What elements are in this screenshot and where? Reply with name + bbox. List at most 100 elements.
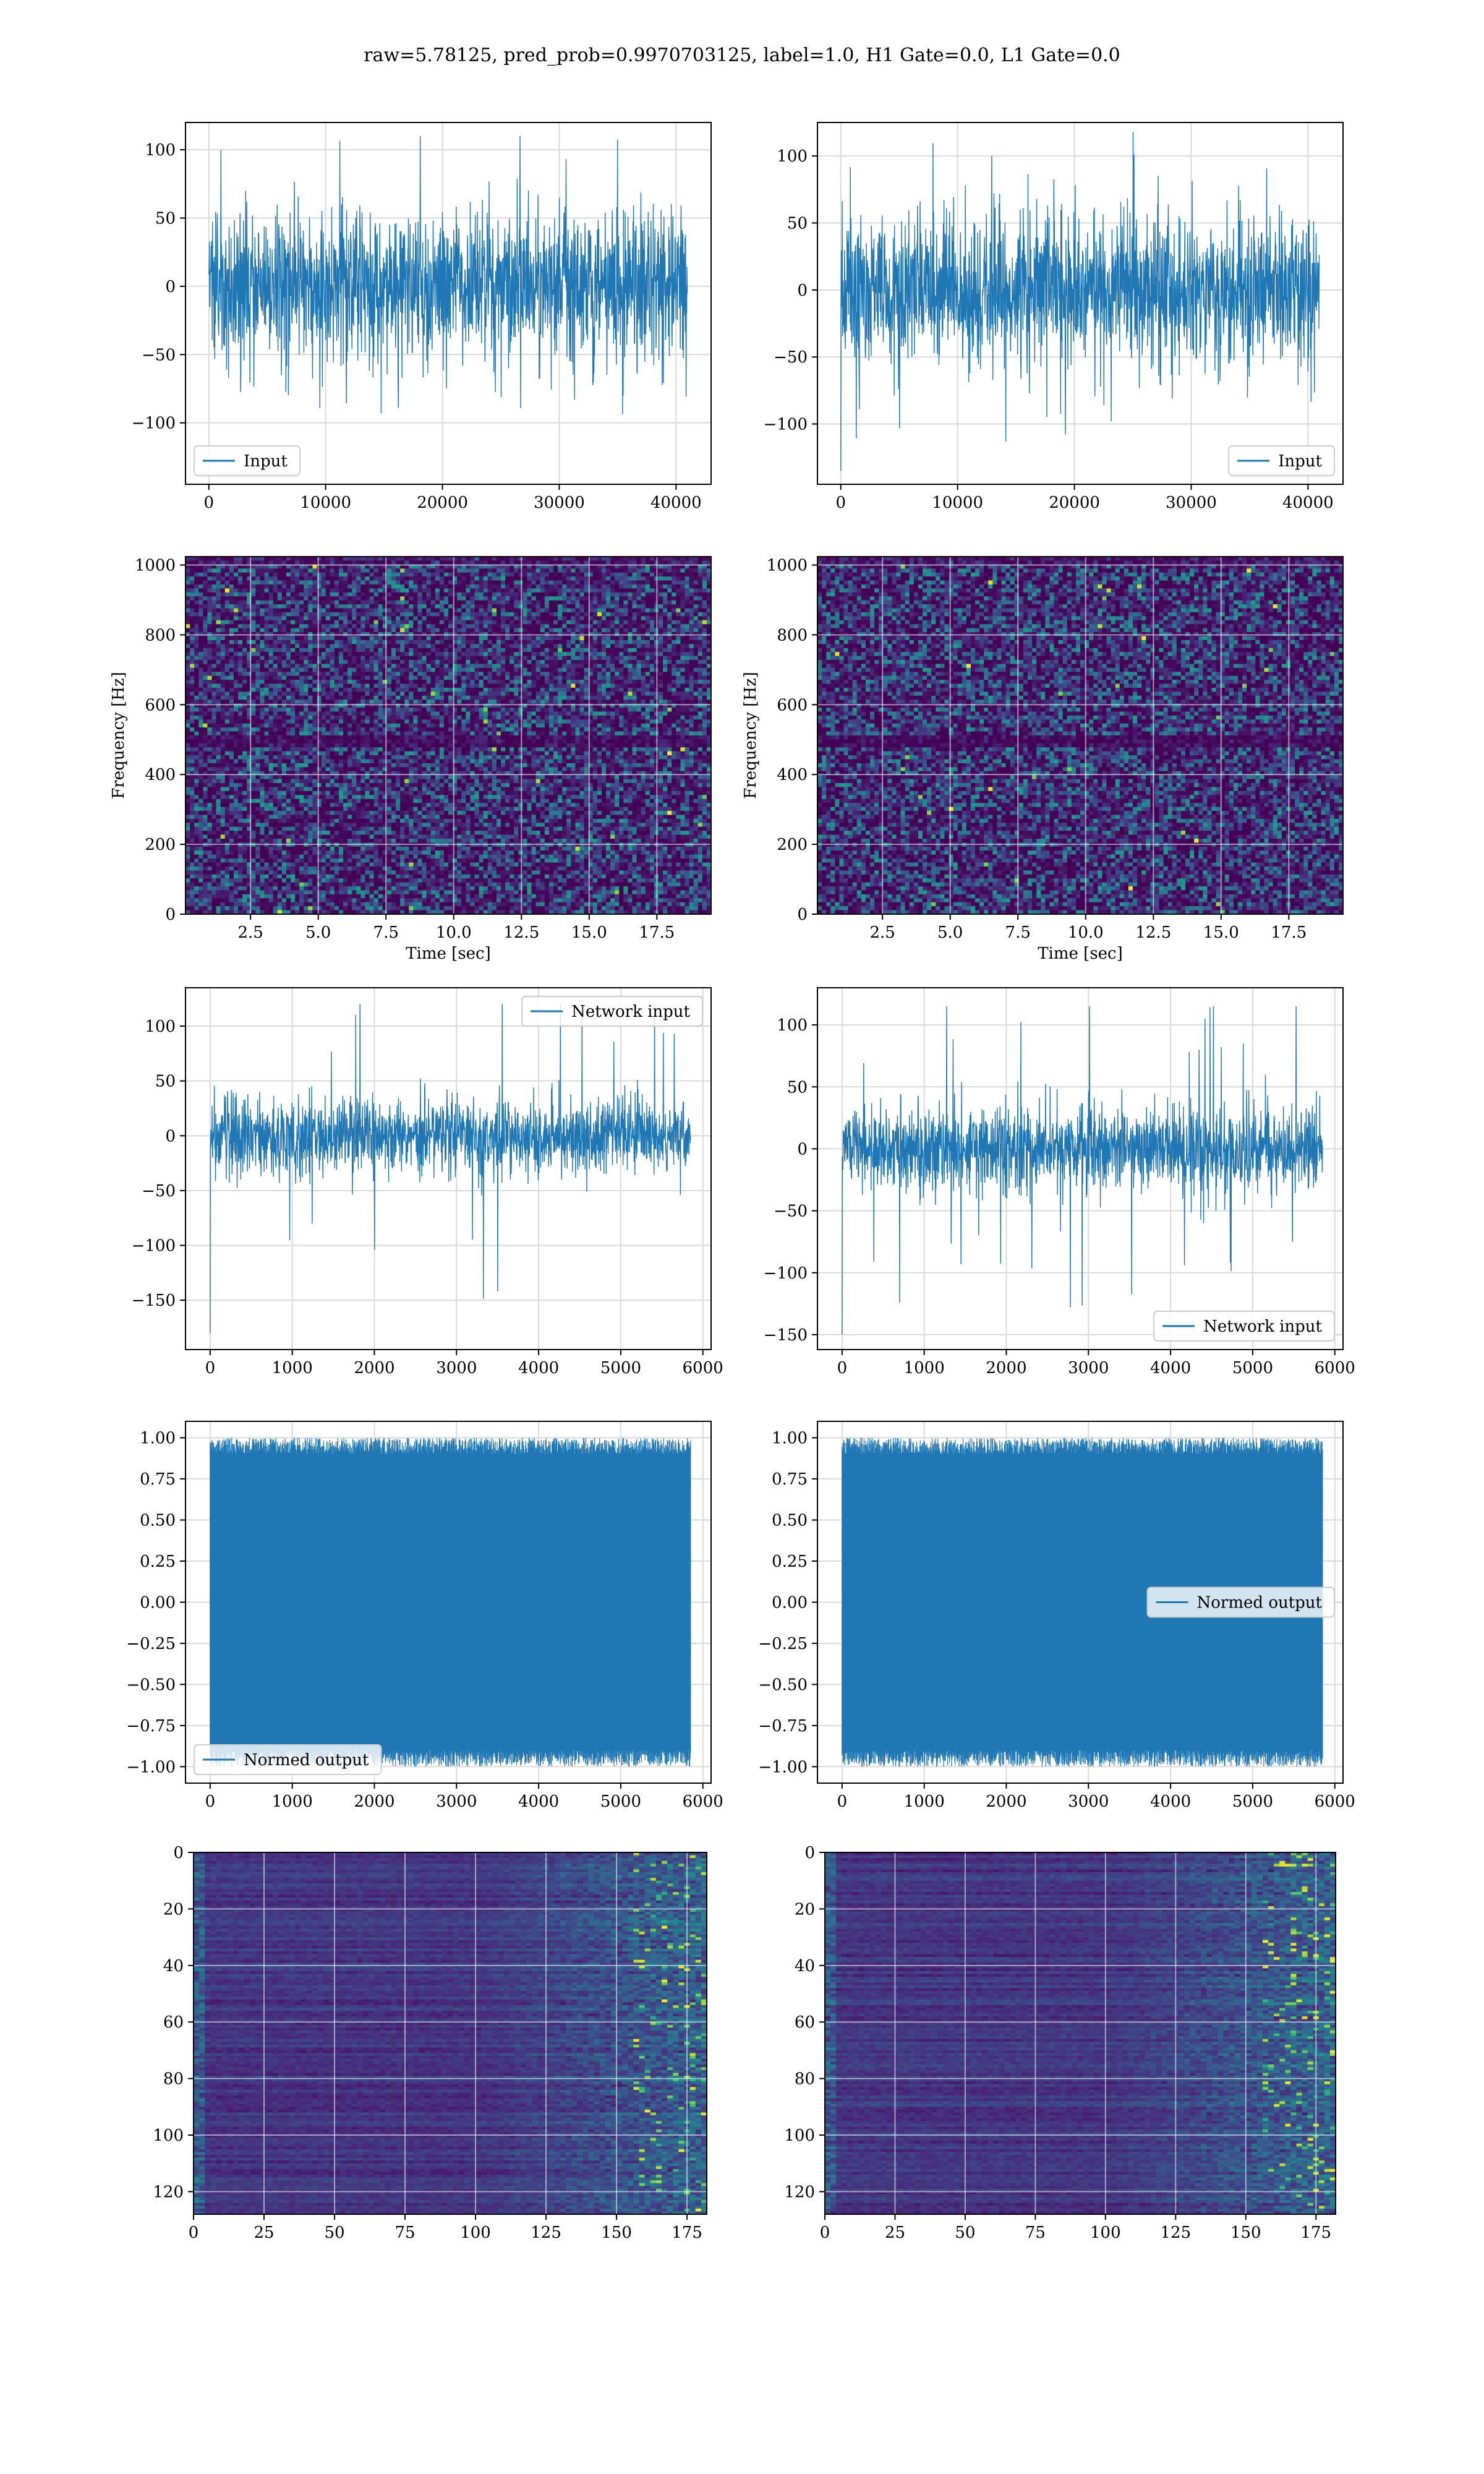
legend-box [194, 445, 301, 476]
y-tick-label: 0 [165, 278, 176, 296]
legend: Network input [1153, 1311, 1335, 1342]
x-tick-label: 17.5 [1271, 923, 1307, 942]
legend-box [1228, 445, 1335, 476]
plot-area [817, 1421, 1343, 1783]
x-tick-label: 3000 [436, 1792, 477, 1811]
series-line [208, 136, 688, 414]
y-tick-label: 0 [165, 1127, 176, 1145]
spectrogram-cells [817, 557, 1343, 914]
panel-h1-normed-output: 0 1000 2000 3000 4000 5000 6000 −1.00 −0.75 −0.50… [126, 1421, 723, 1811]
y-tick-label: 120 [153, 2183, 184, 2201]
legend: Input [194, 445, 301, 476]
y-tick-label: −100 [764, 1264, 808, 1283]
x-tick-label: 150 [601, 2224, 632, 2242]
panel-l1-normed-output: 0 1000 2000 3000 4000 5000 6000 −1.00 −0.75 −0.50… [758, 1421, 1355, 1811]
x-tick-label: 2000 [354, 1359, 394, 1377]
y-tick-label: 20 [163, 1900, 184, 1919]
y-tick-label: 1000 [767, 557, 808, 575]
x-tick-label: 100 [1090, 2224, 1121, 2242]
x-tick-label: 10000 [300, 494, 351, 512]
panel-h1-spectrogram: 2.5 5.0 7.5 10.0 12.5 15.0 17.5 0 200 400 600 800 10… [109, 556, 712, 963]
panel-l1-feature-map: 0 25 50 75 100 125 150 175 0 20 40 60 80 100 120 [784, 1844, 1336, 2242]
y-tick-label: −1.00 [758, 1758, 808, 1776]
axes-frame [185, 122, 712, 485]
x-tick-label: 175 [672, 2224, 702, 2242]
y-tick-label: 1.00 [140, 1429, 176, 1448]
x-tick-label: 0 [189, 2224, 199, 2242]
y-tick-label: −0.25 [126, 1635, 176, 1653]
x-tick-label: 0 [204, 494, 215, 512]
legend-box [1153, 1311, 1335, 1342]
y-tick-label: 200 [145, 836, 176, 854]
y-tick-label: 50 [155, 1072, 176, 1091]
axes-frame [185, 556, 712, 915]
plot-area [817, 122, 1343, 484]
y-tick-label: 40 [163, 1957, 184, 1975]
x-tick-label: 12.5 [1135, 923, 1171, 942]
y-tick-label: 0.50 [140, 1512, 176, 1530]
y-tick-label: 120 [784, 2183, 815, 2201]
y-tick-label: 0.00 [140, 1594, 176, 1612]
x-tick-label: 25 [254, 2224, 274, 2242]
axes-frame [185, 987, 712, 1350]
x-tick-label: 3000 [1068, 1792, 1109, 1811]
x-tick-label: 5000 [1232, 1792, 1273, 1811]
y-tick-label: 800 [145, 626, 176, 644]
x-tick-label: 17.5 [639, 923, 675, 942]
y-tick-label: 0 [797, 905, 808, 924]
x-tick-label: 40000 [1282, 494, 1334, 512]
legend-label: Normed output [1197, 1594, 1323, 1612]
x-tick-label: 75 [1025, 2224, 1046, 2242]
x-tick-label: 4000 [518, 1792, 559, 1811]
y-tick-label: 20 [795, 1900, 815, 1919]
y-tick-label: 0.25 [140, 1552, 176, 1571]
y-tick-label: −0.50 [758, 1676, 808, 1694]
plot-area [825, 1852, 1336, 2214]
y-tick-label: 100 [145, 141, 176, 160]
x-tick-label: 40000 [650, 494, 702, 512]
y-tick-label: −100 [132, 1237, 176, 1256]
x-tick-label: 0 [837, 1359, 848, 1377]
x-tick-label: 30000 [534, 494, 585, 512]
x-tick-label: 6000 [683, 1792, 723, 1811]
x-tick-label: 30000 [1166, 494, 1217, 512]
x-tick-label: 3000 [436, 1359, 477, 1377]
x-axis-label: Time [sec] [1038, 944, 1123, 963]
y-tick-label: −0.75 [126, 1717, 176, 1736]
plot-area [194, 1852, 707, 2214]
x-tick-label: 5.0 [937, 923, 963, 942]
series-line [840, 132, 1320, 471]
y-tick-label: 1000 [135, 557, 176, 575]
y-tick-label: 800 [777, 626, 808, 644]
legend-label: Normed output [244, 1751, 369, 1770]
x-tick-label: 6000 [1315, 1359, 1355, 1377]
y-axis-label: Frequency [Hz] [109, 672, 128, 799]
y-tick-label: −50 [142, 346, 176, 364]
y-tick-label: −100 [132, 414, 176, 433]
x-tick-label: 20000 [417, 494, 468, 512]
x-tick-label: 6000 [683, 1359, 723, 1377]
y-tick-label: 0 [797, 1140, 808, 1158]
y-tick-label: −0.75 [758, 1717, 808, 1736]
y-tick-label: 0 [165, 905, 176, 924]
y-tick-label: 40 [795, 1957, 815, 1975]
legend-label: Input [1278, 452, 1322, 471]
y-tick-label: −50 [142, 1182, 176, 1201]
panel-l1-input: 0 10000 20000 30000 40000 −100 −50 0 50 100 Input [764, 122, 1344, 512]
legend-box [1146, 1586, 1335, 1618]
y-tick-label: 100 [777, 1016, 808, 1035]
x-tick-label: 1000 [272, 1359, 313, 1377]
y-tick-label: 600 [777, 696, 808, 714]
y-tick-label: 400 [145, 766, 176, 784]
y-tick-label: 50 [787, 215, 808, 233]
x-axis-label: Time [sec] [406, 944, 491, 963]
legend: Input [1228, 445, 1335, 476]
x-tick-label: 1000 [904, 1792, 945, 1811]
y-tick-label: 60 [163, 2013, 184, 2032]
x-tick-label: 3000 [1068, 1359, 1109, 1377]
x-tick-label: 2.5 [869, 923, 895, 942]
legend: Normed output [194, 1744, 382, 1775]
x-tick-label: 25 [885, 2224, 905, 2242]
x-tick-label: 1000 [272, 1792, 313, 1811]
